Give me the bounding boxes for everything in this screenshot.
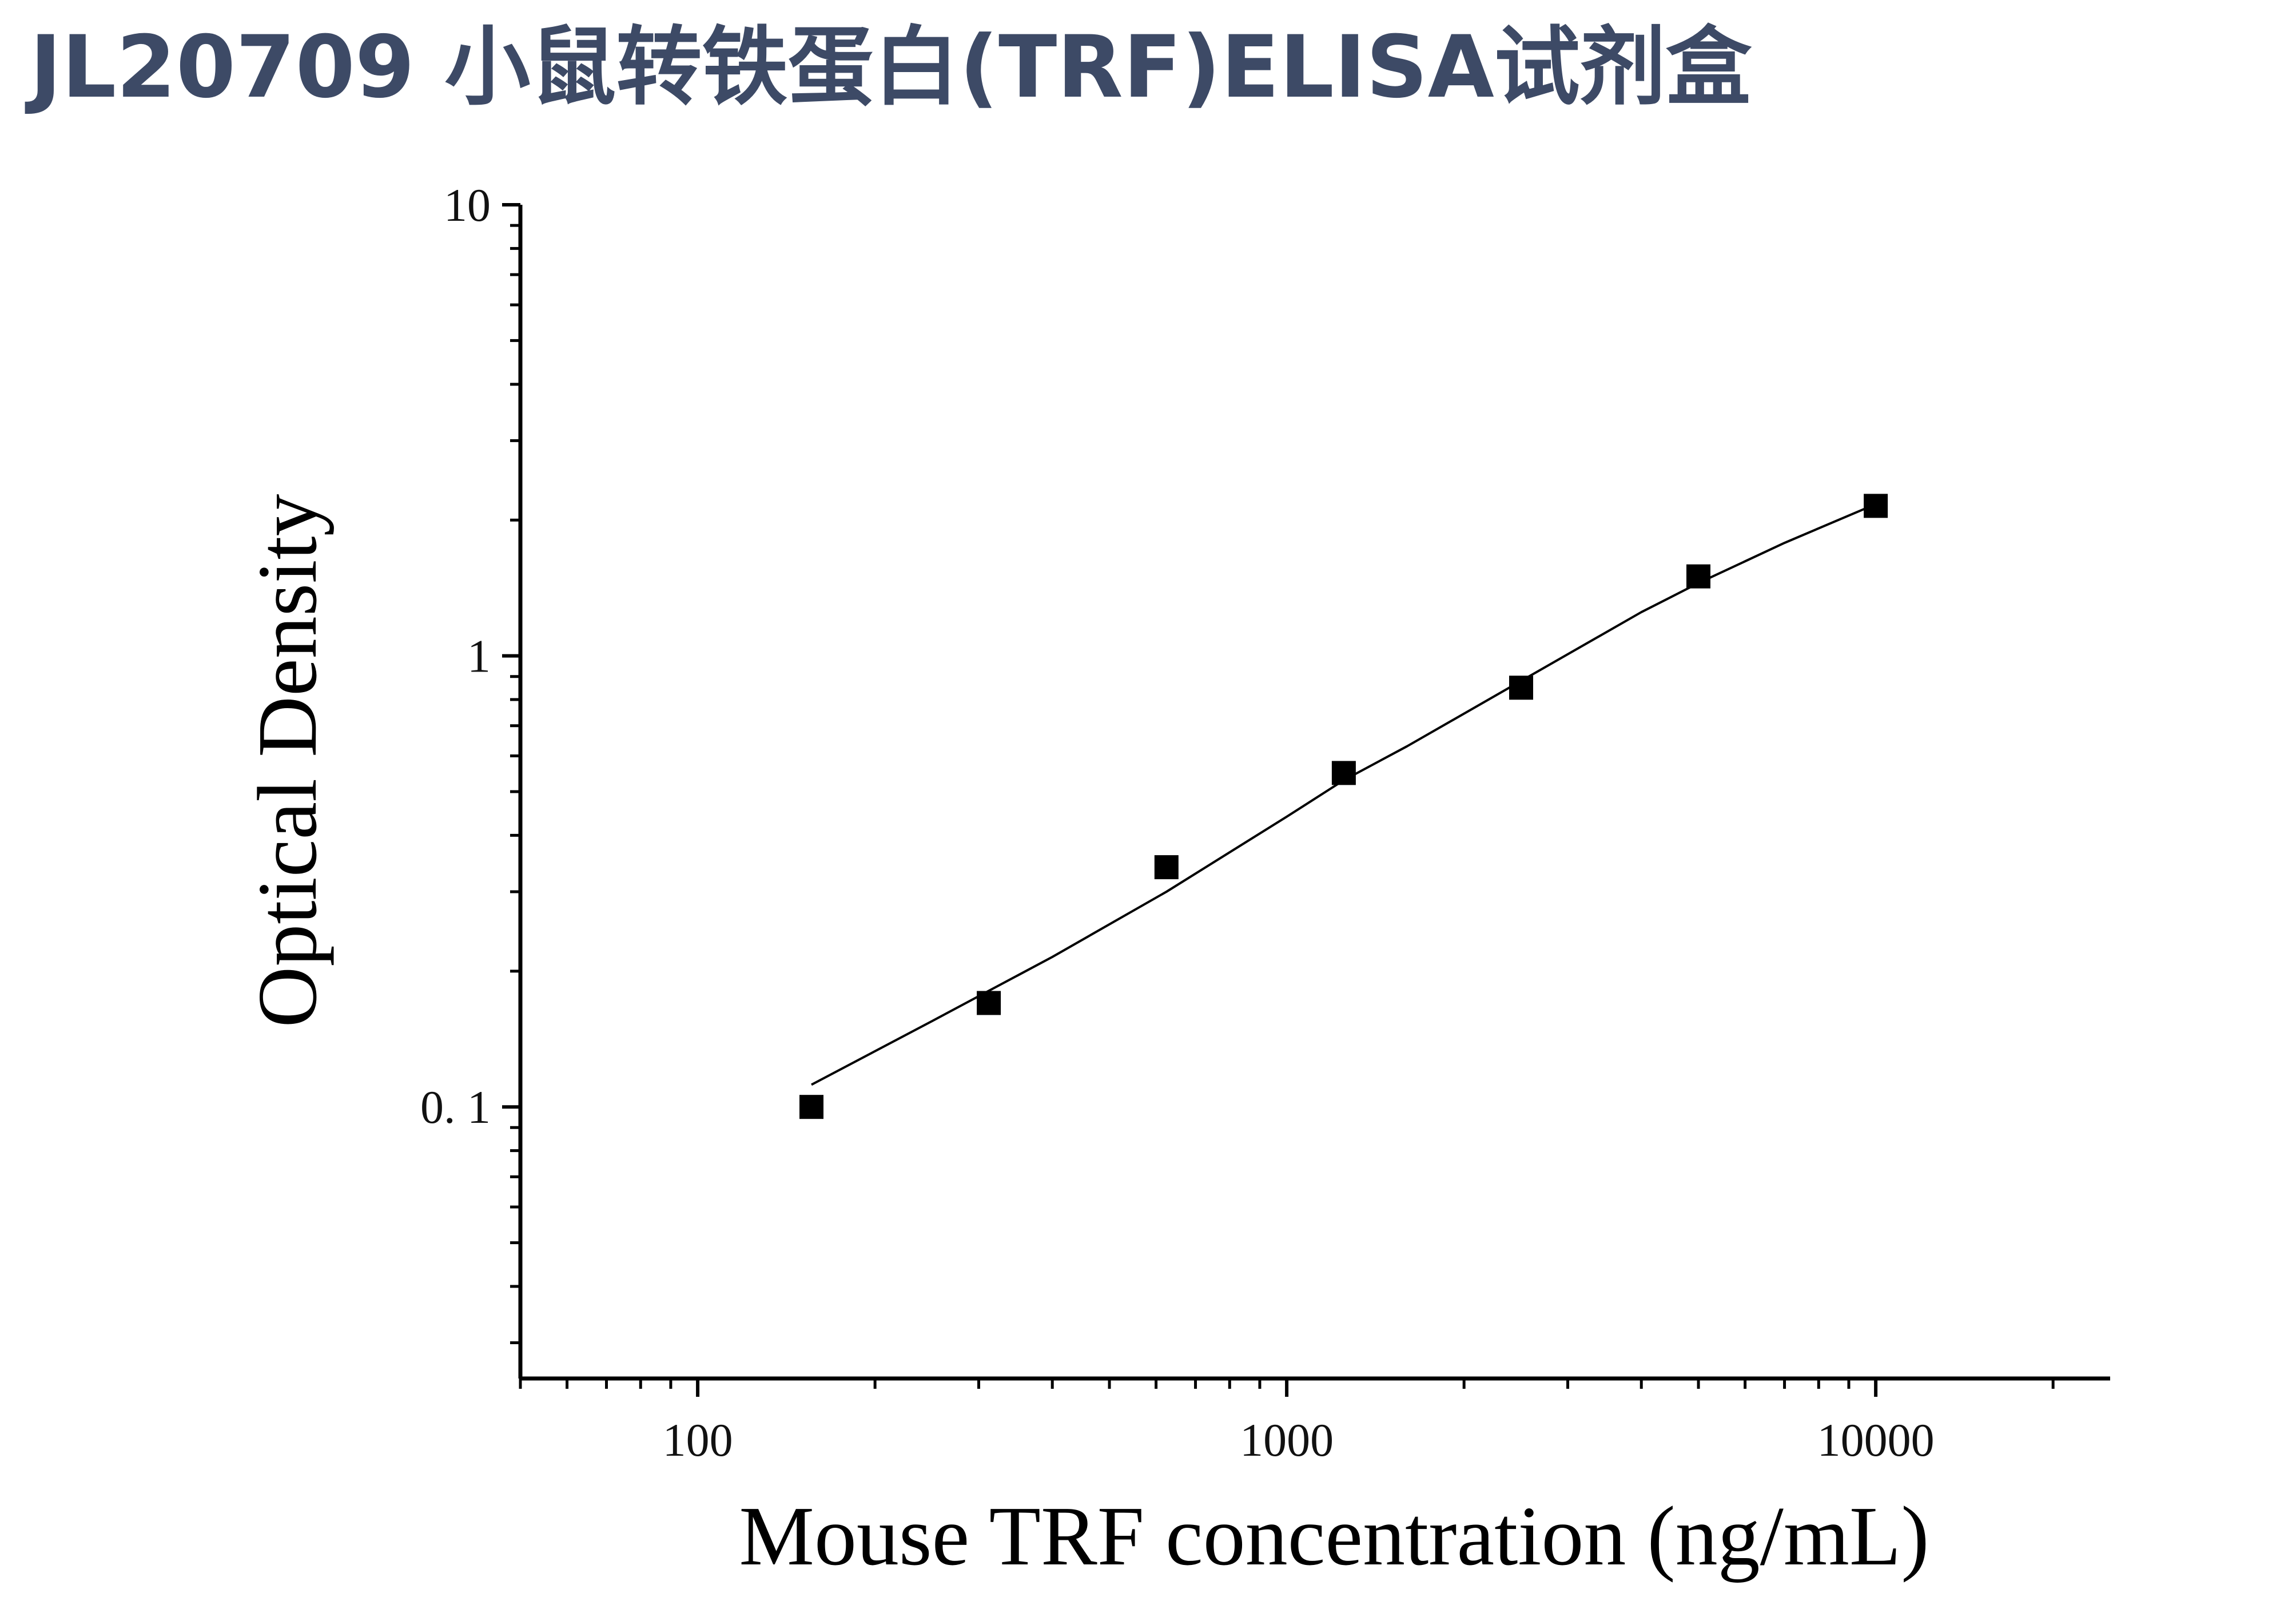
data-point-marker xyxy=(1331,761,1356,785)
data-point-marker xyxy=(977,991,1001,1015)
data-point-marker xyxy=(799,1095,823,1119)
x-tick-label: 1000 xyxy=(1240,1414,1334,1466)
page-title: JL20709 小鼠转铁蛋白(TRF)ELISA试剂盒 xyxy=(30,18,1752,117)
tick-labels: 0. 1 1 10 100 1000 10000 xyxy=(420,179,1935,1466)
y-axis-title: Optical Density xyxy=(241,494,335,1027)
fit-curve xyxy=(811,503,1876,1086)
axes xyxy=(502,203,2110,1397)
y-tick-label: 10 xyxy=(444,179,491,231)
data-point-marker xyxy=(1864,494,1888,518)
data-point-marker xyxy=(1686,564,1710,589)
x-axis-title: Mouse TRF concentration (ng/mL) xyxy=(739,1489,1929,1583)
x-tick-label: 10000 xyxy=(1817,1414,1935,1466)
x-tick-label: 100 xyxy=(663,1414,733,1466)
data-points xyxy=(799,494,1888,1119)
fit-curve-layer xyxy=(811,503,1876,1086)
data-point-marker xyxy=(1509,676,1533,700)
y-tick-label: 0. 1 xyxy=(420,1081,491,1133)
y-tick-label: 1 xyxy=(467,630,491,682)
data-point-marker xyxy=(1154,855,1179,880)
